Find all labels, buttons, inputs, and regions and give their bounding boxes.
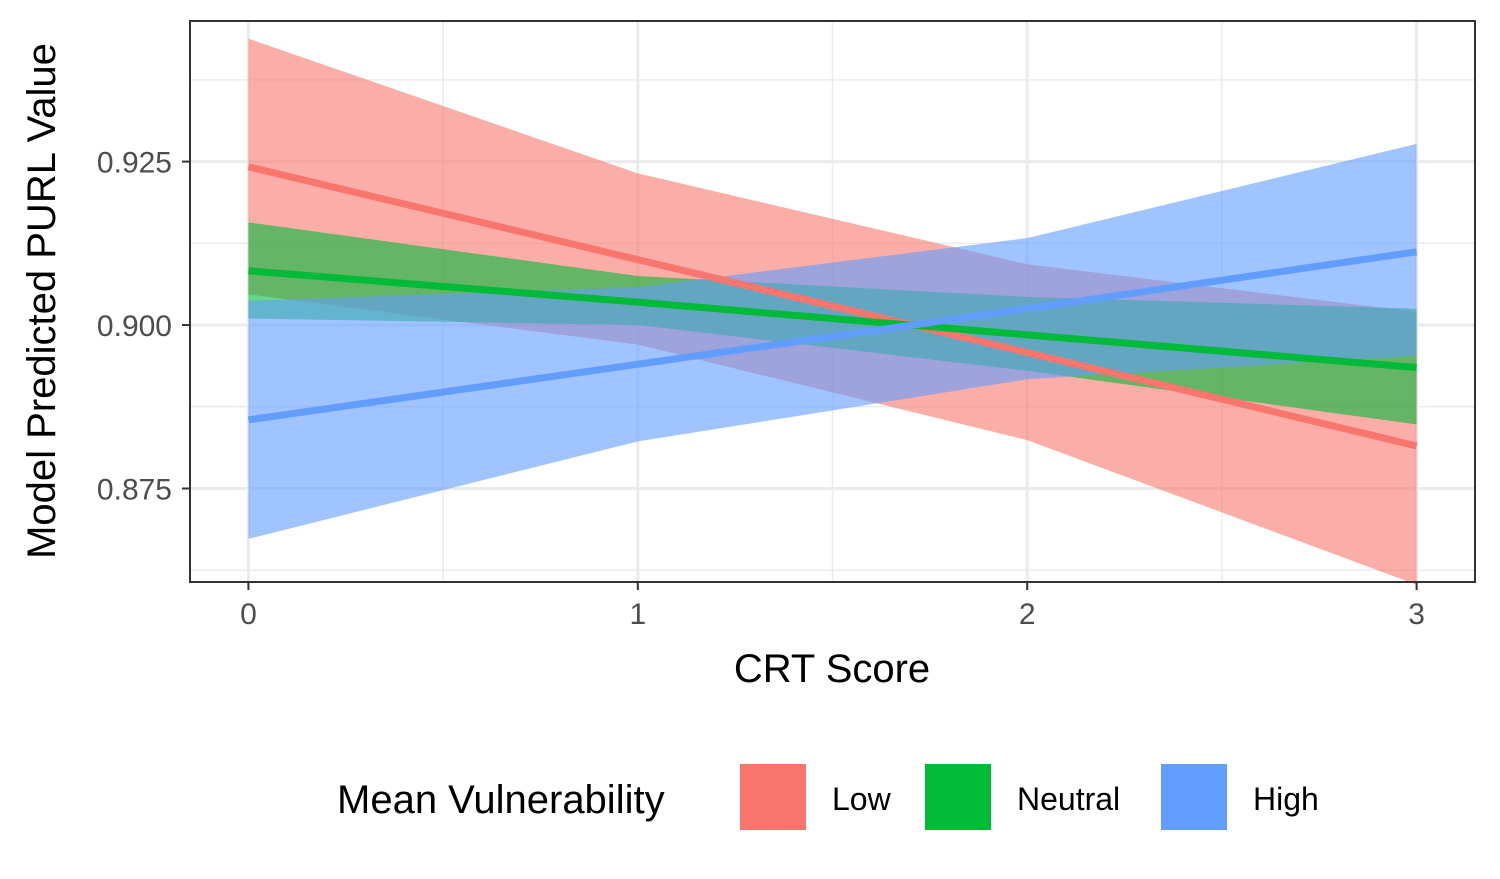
axis-tick-labels: 0 1 2 3 0.875 0.900 0.925 — [97, 147, 1425, 631]
series-lines — [247, 163, 1418, 450]
y-tick-label: 0.925 — [97, 147, 172, 180]
y-tick-label: 0.875 — [97, 474, 172, 507]
axis-ticks — [182, 160, 1418, 590]
x-tick-label: 2 — [1019, 598, 1036, 631]
ribbon-high — [248, 143, 1417, 539]
legend-title: Mean Vulnerability — [337, 778, 665, 822]
legend-label-neutral: Neutral — [1017, 781, 1120, 817]
plot-panel-border — [189, 20, 1476, 583]
legend-label-high: High — [1253, 781, 1319, 817]
legend-label-low: Low — [832, 781, 892, 817]
x-axis-title: CRT Score — [734, 647, 930, 691]
legend-key-neutral — [925, 764, 991, 830]
x-tick-label: 1 — [629, 598, 646, 631]
line-high — [247, 248, 1418, 424]
legend-key-low — [740, 764, 806, 830]
x-tick-label: 0 — [240, 598, 257, 631]
legend-items: Low Neutral High — [740, 764, 1319, 830]
y-axis-title: Model Predicted PURL Value — [20, 43, 64, 559]
line-neutral — [248, 267, 1417, 372]
y-tick-label: 0.900 — [97, 310, 172, 343]
x-tick-label: 3 — [1408, 598, 1425, 631]
line-low — [247, 163, 1418, 450]
legend-key-high — [1161, 764, 1227, 830]
legend: Mean Vulnerability Low Neutral High — [337, 764, 1319, 830]
